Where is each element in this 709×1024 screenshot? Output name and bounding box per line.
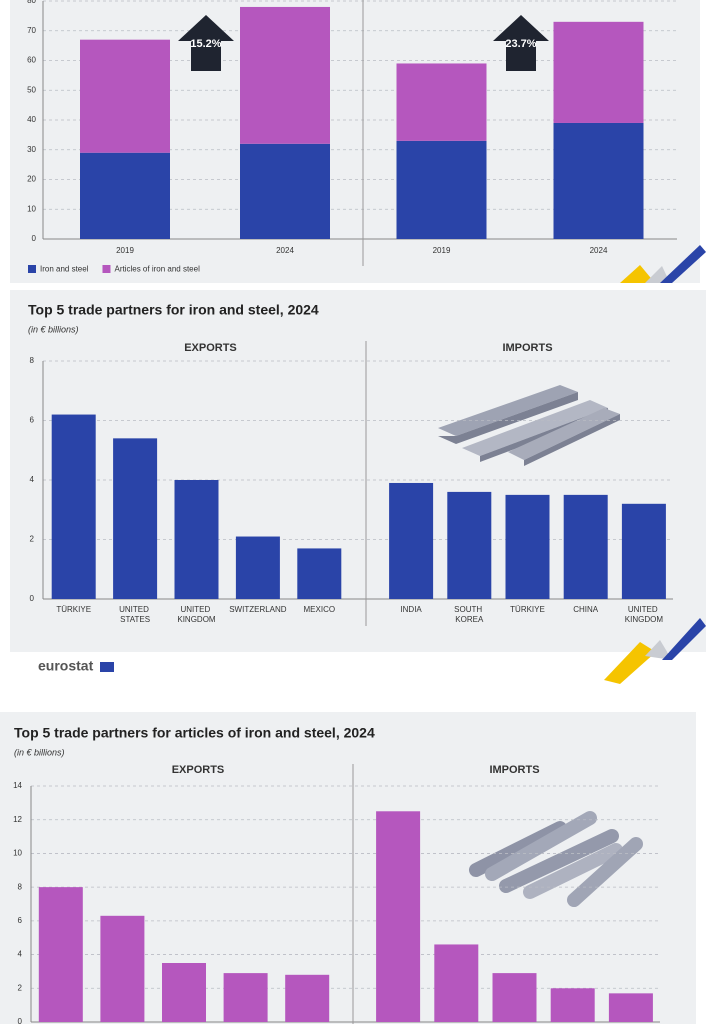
- legend-swatch: [28, 265, 36, 273]
- growth-arrow: [493, 15, 549, 71]
- x-tick-label: 2024: [276, 246, 294, 255]
- x-tick-label: SWITZERLAND: [229, 605, 287, 614]
- steel-beams-illustration: [438, 385, 620, 466]
- bar-segment: [396, 63, 487, 141]
- y-tick-label: 12: [13, 815, 22, 824]
- x-tick-label: UNITED KINGDOM: [625, 605, 664, 624]
- y-tick-label: 8: [30, 356, 35, 365]
- logo-flag: [100, 662, 114, 672]
- legend-label: Iron and steel: [40, 265, 89, 274]
- y-tick-label: 0: [32, 234, 37, 243]
- bar-segment: [553, 21, 644, 123]
- panel-heading: EXPORTS: [184, 342, 237, 354]
- x-tick-label: CHINA: [573, 605, 599, 614]
- x-tick-label: SOUTH KOREA: [454, 605, 484, 624]
- x-tick-label: MEXICO: [304, 605, 336, 614]
- chart-subtitle: (in € billions): [28, 324, 79, 334]
- y-tick-label: 10: [13, 849, 22, 858]
- y-tick-label: 50: [27, 85, 36, 94]
- annotation: 15.2%: [190, 38, 221, 50]
- x-tick-label: 2019: [433, 246, 451, 255]
- annotation: 23.7%: [505, 38, 536, 50]
- bar-segment: [80, 39, 170, 153]
- y-tick-label: 4: [30, 475, 35, 484]
- x-tick-label: UNITED STATES: [119, 605, 151, 624]
- y-tick-label: 0: [30, 594, 35, 603]
- panel-heading: IMPORTS: [502, 342, 552, 354]
- bar: [389, 482, 434, 599]
- bar: [608, 993, 653, 1022]
- y-tick-label: 6: [18, 916, 23, 925]
- x-tick-label: TÜRKIYE: [510, 605, 545, 614]
- bar-segment: [240, 6, 330, 144]
- bar: [505, 494, 550, 599]
- panel-heading: EXPORTS: [172, 764, 225, 776]
- bar: [285, 974, 330, 1022]
- y-tick-label: 20: [27, 175, 36, 184]
- legend-label: Articles of iron and steel: [114, 265, 200, 274]
- y-tick-label: 2: [18, 983, 23, 992]
- bar: [434, 944, 479, 1022]
- chart-title: Top 5 trade partners for iron and steel,…: [28, 302, 319, 318]
- y-tick-label: 80: [27, 0, 36, 5]
- y-tick-label: 10: [27, 204, 36, 213]
- bar: [550, 988, 595, 1022]
- bar-segment: [240, 143, 330, 239]
- y-tick-label: 8: [18, 882, 23, 891]
- y-tick-label: 6: [30, 416, 35, 425]
- decoration: [604, 245, 706, 684]
- bar: [162, 963, 206, 1022]
- y-tick-label: 70: [27, 26, 36, 35]
- bar: [38, 887, 83, 1022]
- bar: [563, 494, 608, 599]
- bar: [113, 438, 158, 599]
- bar: [492, 973, 537, 1022]
- legend-swatch: [102, 265, 111, 273]
- bar: [174, 480, 219, 599]
- bar: [223, 973, 268, 1022]
- growth-arrow: [178, 15, 234, 71]
- y-tick-label: 40: [27, 115, 36, 124]
- y-tick-label: 4: [18, 950, 23, 959]
- bar-segment: [80, 152, 170, 239]
- logo: eurostat: [38, 658, 94, 674]
- bar-segment: [396, 140, 487, 239]
- y-tick-label: 2: [30, 535, 35, 544]
- x-tick-label: INDIA: [400, 605, 422, 614]
- bar: [447, 491, 492, 599]
- bar-segment: [553, 122, 644, 239]
- chart-subtitle: (in € billions): [14, 747, 65, 757]
- chart-title: Top 5 trade partners for articles of iro…: [14, 725, 375, 741]
- y-tick-label: 60: [27, 56, 36, 65]
- x-tick-label: TÜRKIYE: [56, 605, 91, 614]
- panel-heading: IMPORTS: [489, 764, 539, 776]
- bar: [100, 915, 145, 1022]
- x-tick-label: UNITED KINGDOM: [177, 605, 216, 624]
- x-tick-label: 2024: [590, 246, 608, 255]
- x-tick-label: 2019: [116, 246, 134, 255]
- bar: [621, 503, 666, 599]
- bar: [376, 811, 421, 1022]
- y-tick-label: 14: [13, 781, 22, 790]
- bar: [297, 548, 342, 599]
- y-tick-label: 0: [18, 1017, 23, 1024]
- y-tick-label: 30: [27, 145, 36, 154]
- bar: [235, 536, 280, 599]
- bar: [51, 414, 96, 599]
